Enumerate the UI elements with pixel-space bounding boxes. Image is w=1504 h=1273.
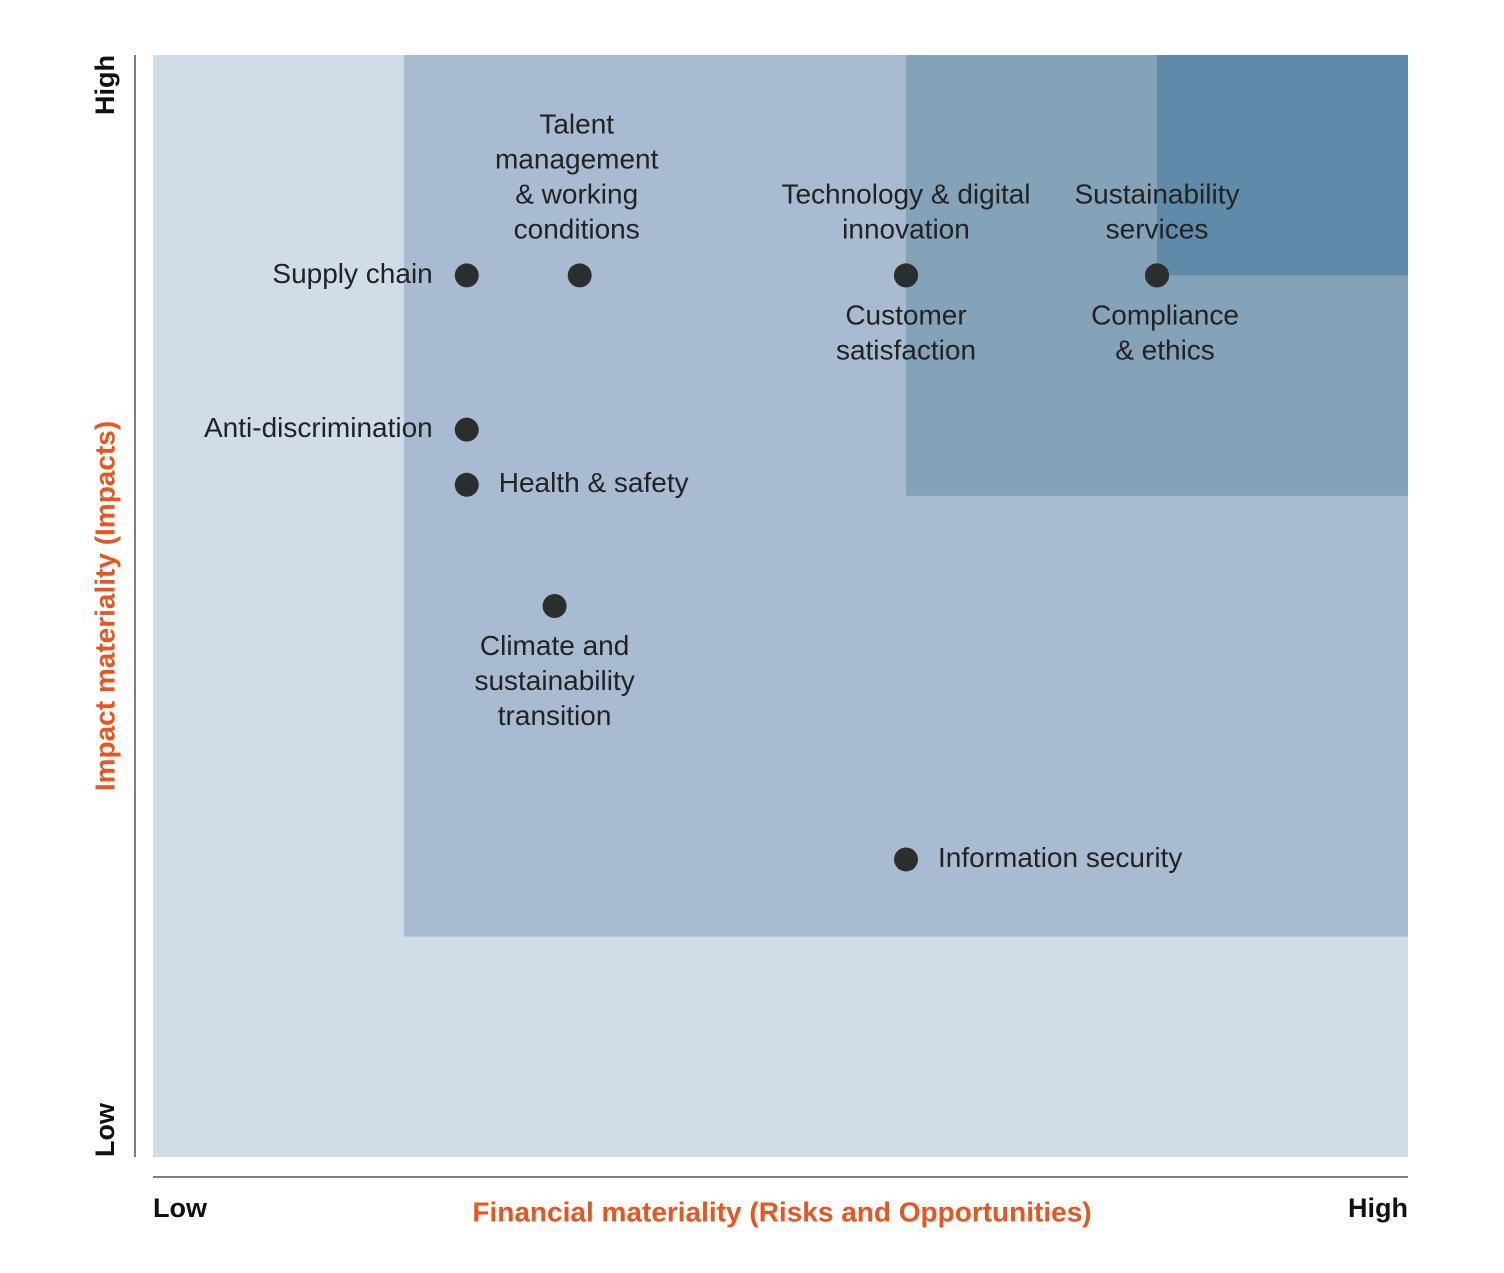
y-axis-title: Impact materiality (Impacts) — [89, 421, 120, 791]
data-point — [454, 417, 479, 442]
point-label: Health & safety — [499, 467, 689, 498]
data-point — [1145, 263, 1169, 288]
data-point — [542, 594, 567, 618]
point-label: Supply chain — [272, 258, 432, 289]
y-tick-label: Low — [90, 1102, 120, 1157]
point-label: Anti-discrimination — [204, 412, 433, 443]
y-tick-label: High — [90, 55, 120, 115]
x-tick-label: Low — [153, 1193, 208, 1223]
plot-area — [153, 55, 1408, 1157]
materiality-zone — [1157, 55, 1408, 276]
x-axis-title: Financial materiality (Risks and Opportu… — [472, 1196, 1091, 1227]
point-label: Compliance & ethics — [1091, 300, 1239, 366]
data-point — [454, 263, 479, 288]
point-label: Technology & digital innovation — [781, 179, 1030, 245]
data-point — [894, 847, 918, 872]
point-label: Sustainability services — [1075, 179, 1240, 245]
point-label: Information security — [938, 842, 1182, 873]
data-point — [454, 472, 479, 497]
data-point — [567, 263, 592, 288]
point-label: Climate and sustainability transition — [474, 630, 634, 731]
x-tick-label: High — [1348, 1193, 1408, 1223]
data-point — [894, 263, 918, 288]
point-label: Customer satisfaction — [836, 300, 976, 366]
point-label: Talent management & working conditions — [495, 109, 659, 245]
